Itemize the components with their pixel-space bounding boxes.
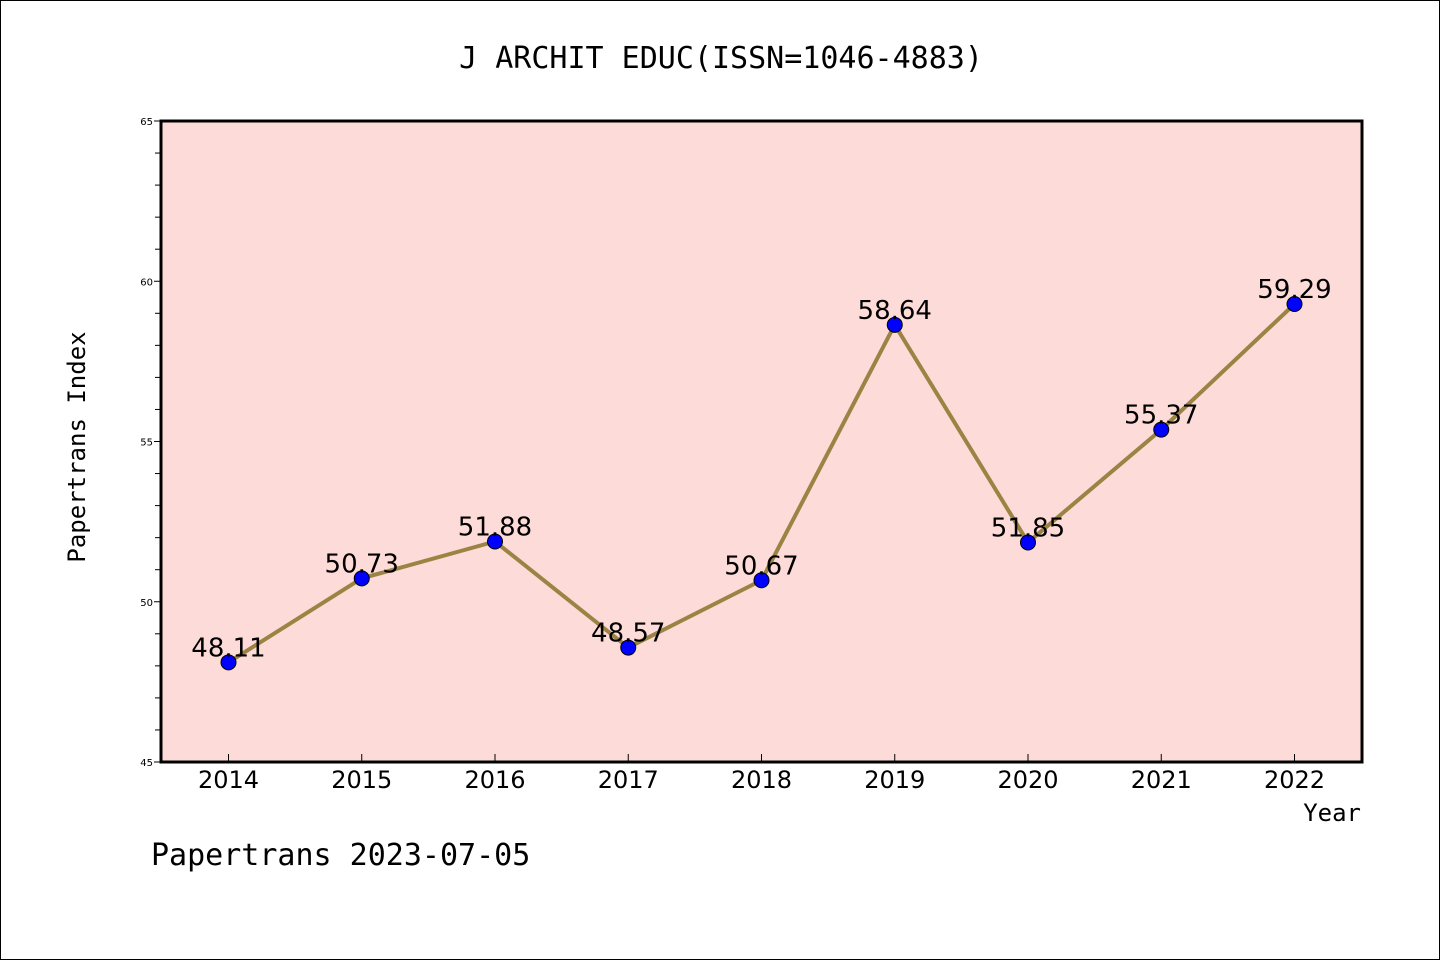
data-label: 51.85 [991, 513, 1065, 543]
data-label: 58.64 [858, 296, 932, 326]
x-axis: 2014 2015 2016 2017 2018 2019 2020 2021 2022 [198, 754, 1325, 794]
y-tick-label: 65 [140, 117, 153, 128]
data-label: 48.11 [191, 633, 265, 663]
y-tick-label: 50 [140, 598, 153, 609]
x-axis-label: Year [1303, 799, 1361, 827]
chart-title: J ARCHIT EDUC(ISSN=1046-4883) [459, 41, 983, 76]
y-tick-label: 55 [140, 438, 153, 449]
x-tick-label: 2021 [1131, 766, 1192, 794]
x-tick-label: 2022 [1264, 766, 1325, 794]
x-tick-label: 2019 [864, 766, 925, 794]
data-label-group: 48.11 50.73 51.88 48.57 50.67 58.64 51.85 55.37… [191, 275, 1331, 663]
x-tick-label: 2015 [331, 766, 392, 794]
y-axis-label: Papertrans Index [63, 331, 91, 562]
data-label: 50.67 [724, 551, 798, 581]
data-point [1153, 421, 1170, 438]
data-point [220, 654, 237, 671]
x-tick-label: 2017 [598, 766, 659, 794]
data-label: 50.73 [325, 549, 399, 579]
x-tick-label: 2020 [997, 766, 1058, 794]
data-point [753, 572, 770, 589]
y-tick-label: 60 [140, 277, 153, 288]
data-label: 55.37 [1124, 401, 1198, 431]
data-label: 48.57 [591, 619, 665, 649]
data-point [353, 570, 370, 587]
data-label: 59.29 [1257, 275, 1331, 305]
footer-stamp: Papertrans 2023-07-05 [151, 838, 530, 873]
x-tick-label: 2014 [198, 766, 259, 794]
x-tick-label: 2016 [464, 766, 525, 794]
data-label: 51.88 [458, 512, 532, 542]
data-point [1020, 534, 1036, 551]
data-point [1286, 296, 1303, 313]
data-point [886, 316, 903, 333]
y-axis: 45 50 55 60 65 [140, 117, 161, 769]
data-point [620, 639, 637, 656]
marker-group [220, 296, 1303, 671]
plot-area [159, 119, 1364, 764]
data-point [487, 533, 503, 550]
x-tick-label: 2018 [731, 766, 792, 794]
y-tick-label: 45 [140, 758, 153, 769]
